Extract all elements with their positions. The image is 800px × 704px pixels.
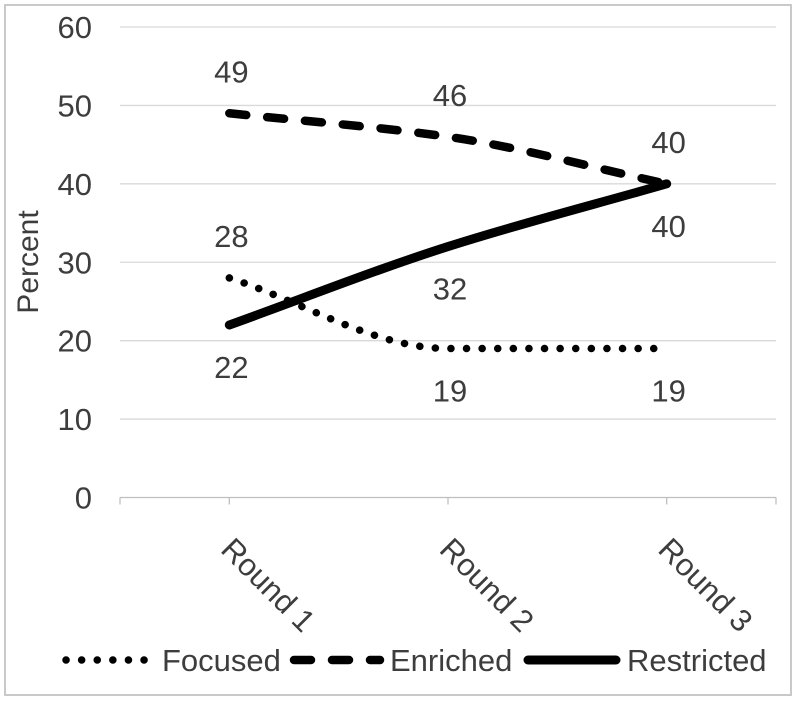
legend-label-enriched: Enriched: [390, 643, 512, 678]
y-tick-labels: 0 10 20 30 40 50 60: [58, 10, 92, 516]
gridlines: [120, 26, 776, 420]
legend: Focused Enriched Restricted: [62, 643, 767, 678]
data-label-restricted-round-2: 32: [433, 272, 467, 307]
legend-item-focused: Focused: [62, 643, 281, 678]
figure-border: [4, 4, 792, 696]
legend-item-restricted: Restricted: [523, 643, 767, 678]
series-line-focused: [225, 274, 671, 353]
data-label-focused-round-2: 19: [433, 374, 467, 409]
x-tick-label-round-2: Round 2: [433, 531, 541, 639]
data-labels: 28 19 19 49 46 40 22 32 40: [214, 54, 686, 408]
data-label-enriched-round-3: 40: [651, 125, 685, 160]
x-tick-labels: Round 1 Round 2 Round 3: [214, 531, 759, 639]
data-label-enriched-round-2: 46: [433, 78, 467, 113]
y-tick-label: 60: [58, 10, 92, 45]
y-tick-label: 50: [58, 88, 92, 123]
series-line-enriched: [225, 109, 671, 189]
y-tick-label: 40: [58, 167, 92, 202]
y-tick-label: 0: [75, 481, 92, 516]
data-label-focused-round-1: 28: [214, 219, 248, 254]
data-label-restricted-round-1: 22: [214, 350, 248, 385]
x-axis: [119, 496, 777, 505]
series-lines: [224, 109, 672, 353]
x-tick-label-round-1: Round 1: [214, 531, 322, 639]
x-tick-label-round-3: Round 3: [652, 531, 760, 639]
y-tick-label: 10: [58, 402, 92, 437]
data-label-restricted-round-3: 40: [651, 209, 685, 244]
data-label-enriched-round-1: 49: [214, 54, 248, 89]
legend-item-enriched: Enriched: [289, 643, 512, 678]
data-label-focused-round-3: 19: [651, 374, 685, 409]
legend-label-restricted: Restricted: [627, 643, 767, 678]
series-line-restricted: [224, 179, 672, 330]
y-tick-label: 30: [58, 245, 92, 280]
y-tick-label: 20: [58, 324, 92, 359]
y-axis-title: Percent: [12, 210, 45, 314]
legend-label-focused: Focused: [162, 643, 281, 678]
